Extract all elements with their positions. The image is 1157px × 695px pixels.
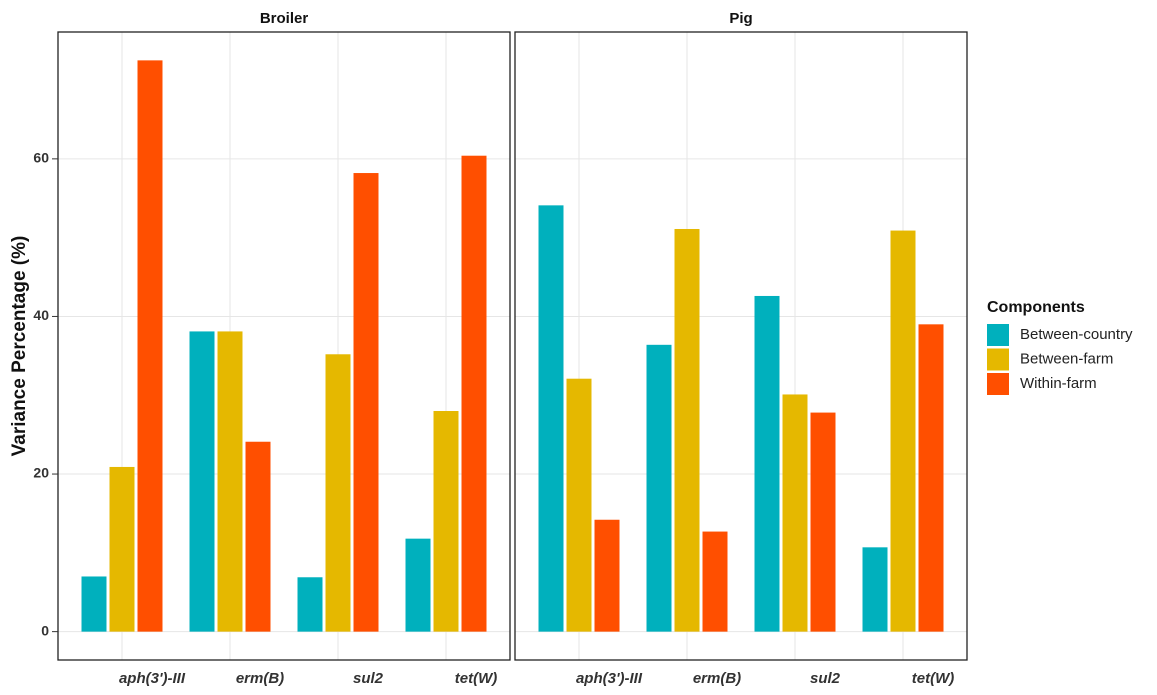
bar [782,394,808,632]
bar [646,344,672,632]
x-tick-label: erm(B) [236,670,284,687]
x-tick-label: aph(3')-III [119,670,186,687]
bar [81,576,107,632]
y-axis-title: Variance Percentage (%) [9,236,30,457]
bar [297,577,323,632]
bar [890,230,916,632]
bar [754,295,780,632]
panel-border [57,31,511,661]
bar [702,531,728,632]
y-tick-label: 0 [41,622,49,638]
facet-title: Pig [729,10,752,27]
legend-label: Between-country [1020,326,1133,343]
bar [461,155,487,632]
bar [405,538,431,632]
x-tick-label: erm(B) [693,670,741,687]
bar [433,411,459,632]
bar [245,441,271,632]
bar [109,466,135,632]
bar [353,173,379,632]
legend-label: Within-farm [1020,375,1097,392]
bar [810,412,836,632]
bar [189,331,215,632]
legend-swatch [987,324,1009,346]
bar [862,547,888,632]
bar [566,378,592,632]
y-tick-label: 40 [33,307,49,323]
legend-swatch [987,348,1009,371]
legend-title: Components [987,299,1085,316]
x-tick-label: aph(3')-III [576,670,643,687]
x-tick-label: sul2 [810,670,841,687]
legend-label: Between-farm [1020,350,1113,367]
bar [325,354,351,632]
y-tick-label: 60 [33,150,49,166]
bar [137,60,163,632]
bar [594,519,620,632]
x-tick-label: tet(W) [455,670,497,687]
bar [918,324,944,632]
x-tick-label: tet(W) [912,670,954,687]
bar [538,205,564,632]
bar [674,228,700,632]
facet-title: Broiler [260,10,309,27]
panel-border [514,31,968,661]
y-tick-label: 20 [33,465,49,481]
legend-swatch [987,373,1009,395]
x-tick-label: sul2 [353,670,384,687]
bar [217,331,243,632]
